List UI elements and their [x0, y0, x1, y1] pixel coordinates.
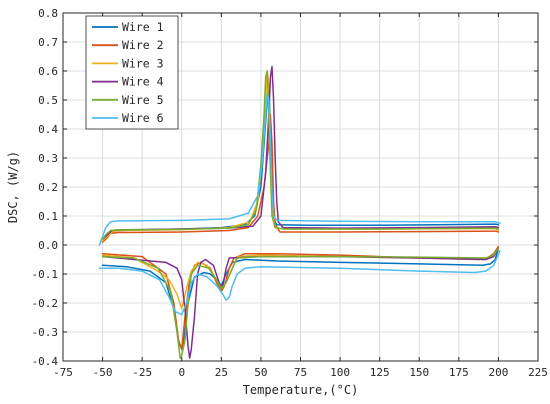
y-tick-label: 0.8: [38, 7, 58, 20]
legend-label-5: Wire 5: [122, 93, 164, 107]
legend-label-2: Wire 2: [122, 38, 164, 52]
x-axis-label: Temperature,(°C): [243, 383, 359, 397]
series-layer: [98, 65, 501, 359]
series-5-cooling-line: [101, 247, 500, 359]
x-tick-label: -25: [132, 366, 152, 379]
legend-label-3: Wire 3: [122, 56, 164, 70]
x-tick-label: 175: [449, 366, 469, 379]
x-tick-label: -75: [53, 366, 73, 379]
y-tick-label: 0.5: [38, 94, 58, 107]
series-5-heating-line: [101, 70, 500, 240]
y-tick-labels: -0.4 -0.3 -0.2 -0.1 0.0 0.1 0.2 0.3 0.4 0.5 0.6 0.7…: [32, 7, 59, 368]
series-6-cooling-line: [98, 250, 501, 316]
x-tick-label: 125: [370, 366, 390, 379]
y-tick-label: -0.3: [32, 326, 59, 339]
y-tick-label: 0.3: [38, 152, 58, 165]
legend-label-6: Wire 6: [122, 111, 164, 125]
y-tick-label: -0.4: [32, 355, 59, 368]
x-tick-label: 50: [254, 366, 267, 379]
y-tick-label: -0.1: [32, 268, 59, 281]
legend-label-1: Wire 1: [122, 20, 164, 34]
x-tick-labels: -75 -50 -25 0 25 50 75 100 125 150 175 200 225: [53, 366, 548, 379]
y-tick-label: -0.2: [32, 297, 59, 310]
x-tick-label: 75: [294, 366, 307, 379]
y-tick-label: 0.2: [38, 181, 58, 194]
x-tick-label: 225: [528, 366, 548, 379]
series-6-heating-line: [98, 93, 501, 246]
legend: Wire 1 Wire 2 Wire 3 Wire 4 Wire 5 Wire 6: [85, 15, 179, 130]
legend-box: [85, 15, 179, 130]
y-tick-label: 0.4: [38, 123, 58, 136]
y-tick-label: 0.0: [38, 239, 58, 252]
x-tick-label: -50: [93, 366, 113, 379]
x-tick-label: 0: [178, 366, 185, 379]
x-tick-label: 200: [488, 366, 508, 379]
ticks: [62, 12, 539, 362]
x-tick-label: 25: [215, 366, 228, 379]
x-tick-label: 150: [409, 366, 429, 379]
legend-label-4: Wire 4: [122, 75, 164, 89]
y-tick-label: 0.1: [38, 210, 58, 223]
y-axis-label: DSC, (W/g): [6, 151, 20, 223]
y-tick-label: 0.6: [38, 65, 58, 78]
x-tick-label: 100: [330, 366, 350, 379]
series-2-heating-line: [101, 113, 500, 243]
y-tick-label: 0.7: [38, 36, 58, 49]
grid: [62, 12, 539, 362]
